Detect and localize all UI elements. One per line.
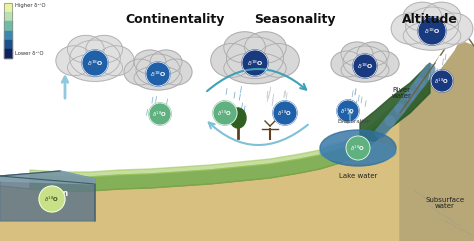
Bar (4, 40, 12, 49)
Ellipse shape (341, 58, 389, 82)
Circle shape (353, 54, 377, 78)
Ellipse shape (134, 50, 166, 74)
Ellipse shape (245, 32, 286, 63)
Bar (4, 12, 12, 21)
Text: Continentality: Continentality (125, 13, 225, 26)
Ellipse shape (124, 59, 156, 85)
Polygon shape (0, 171, 95, 184)
Text: Higher δ¹⁸O: Higher δ¹⁸O (15, 3, 46, 8)
Text: Lake water: Lake water (339, 173, 377, 179)
Polygon shape (30, 99, 410, 191)
Text: $\delta^{18}$O: $\delta^{18}$O (246, 58, 264, 68)
Ellipse shape (320, 141, 396, 163)
Ellipse shape (403, 2, 442, 31)
Ellipse shape (230, 108, 246, 128)
Circle shape (213, 101, 237, 125)
Ellipse shape (160, 59, 192, 85)
Ellipse shape (67, 54, 123, 81)
Text: Altitude: Altitude (402, 13, 458, 26)
Ellipse shape (70, 40, 120, 77)
Text: $\delta^{18}$O: $\delta^{18}$O (356, 61, 374, 71)
Ellipse shape (224, 32, 265, 63)
Text: $\delta^{18}$O: $\delta^{18}$O (153, 109, 168, 119)
Ellipse shape (67, 35, 104, 63)
Ellipse shape (56, 46, 93, 76)
Ellipse shape (406, 7, 458, 45)
Polygon shape (0, 221, 474, 241)
Text: $\delta^{18}$O: $\delta^{18}$O (434, 76, 449, 86)
Text: $\delta^{18}$O: $\delta^{18}$O (87, 58, 103, 68)
Bar (4, 3, 12, 58)
Ellipse shape (341, 42, 373, 66)
Polygon shape (0, 171, 95, 221)
Ellipse shape (211, 43, 252, 77)
Bar (4, 21, 12, 31)
Polygon shape (0, 46, 474, 241)
Circle shape (149, 103, 171, 125)
Polygon shape (30, 94, 410, 177)
Text: Seasonality: Seasonality (254, 13, 336, 26)
Polygon shape (360, 63, 430, 153)
Circle shape (82, 50, 108, 76)
Ellipse shape (97, 46, 134, 76)
Ellipse shape (227, 37, 283, 79)
Circle shape (273, 101, 297, 125)
Ellipse shape (150, 50, 182, 74)
Ellipse shape (403, 21, 461, 50)
Text: $\delta^{18}$O: $\delta^{18}$O (45, 194, 60, 204)
Text: $\delta^{18}$O: $\delta^{18}$O (218, 108, 233, 118)
Text: Ocean: Ocean (41, 188, 69, 198)
Circle shape (346, 136, 370, 160)
Text: Subsurface
water: Subsurface water (426, 196, 465, 209)
Text: Evaporation: Evaporation (338, 119, 371, 123)
Ellipse shape (331, 51, 363, 77)
Circle shape (242, 50, 268, 76)
Circle shape (431, 70, 453, 92)
Polygon shape (436, 56, 445, 63)
Text: $\delta^{18}$O: $\delta^{18}$O (424, 26, 440, 36)
Circle shape (39, 186, 65, 212)
Ellipse shape (434, 13, 473, 44)
Text: River
water: River water (392, 87, 412, 100)
Bar (4, 49, 12, 58)
Text: $\delta^{18}$O: $\delta^{18}$O (150, 69, 166, 79)
Ellipse shape (422, 2, 461, 31)
Text: Lower δ¹⁸O: Lower δ¹⁸O (15, 51, 44, 56)
Text: $\delta^{18}$O: $\delta^{18}$O (277, 108, 292, 118)
Circle shape (146, 62, 170, 86)
Ellipse shape (357, 42, 389, 66)
Ellipse shape (343, 46, 387, 78)
Bar (4, 3, 12, 12)
Ellipse shape (367, 51, 399, 77)
Polygon shape (400, 41, 474, 241)
Circle shape (337, 100, 359, 122)
Ellipse shape (136, 54, 180, 86)
Text: $\delta^{18}$O: $\delta^{18}$O (350, 143, 365, 153)
Ellipse shape (86, 35, 123, 63)
Bar (4, 31, 12, 40)
Ellipse shape (391, 13, 429, 44)
Ellipse shape (320, 130, 396, 166)
Ellipse shape (134, 66, 182, 90)
Ellipse shape (224, 53, 286, 84)
Text: $\delta^{18}$O: $\delta^{18}$O (340, 106, 356, 116)
Ellipse shape (257, 43, 299, 77)
Circle shape (418, 17, 446, 45)
